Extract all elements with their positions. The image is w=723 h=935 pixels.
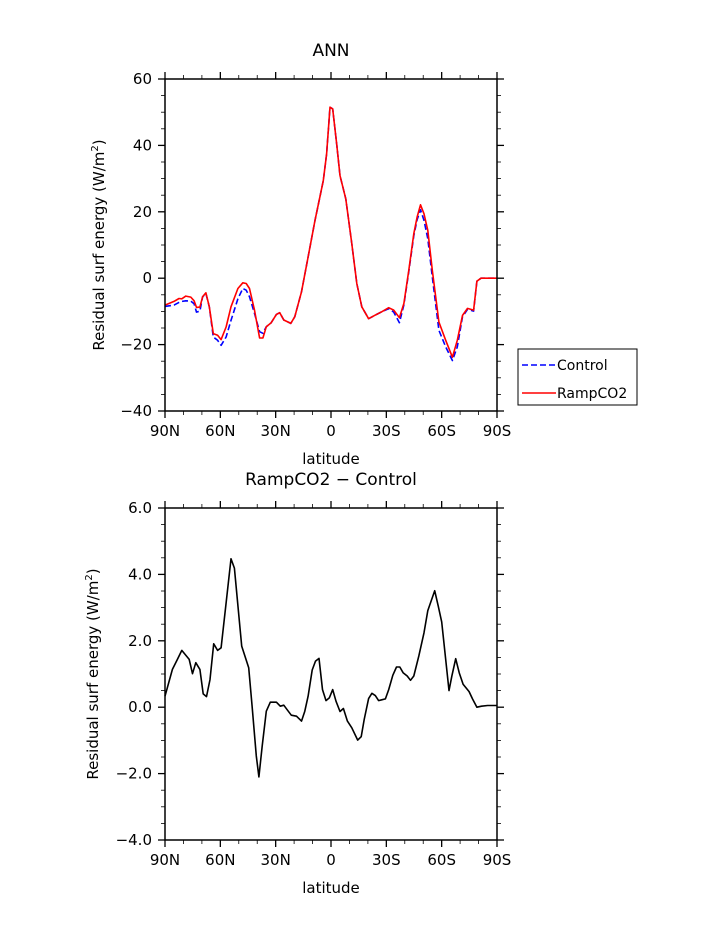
x-tick-label: 60N — [205, 422, 235, 440]
x-tick-label: 90N — [150, 851, 180, 869]
y-tick-label: 40 — [133, 136, 152, 154]
series-line-rampco2 — [164, 106, 497, 358]
y-tick-label: −20 — [120, 336, 152, 354]
x-tick-label: 90S — [483, 851, 512, 869]
x-tick-label: 90S — [483, 422, 512, 440]
x-tick-label: 30S — [372, 851, 401, 869]
y-tick-label: 60 — [133, 70, 152, 88]
plot-title: ANN — [312, 41, 349, 61]
difference-plot: RampCO2 − Control latitude Residual surf… — [84, 470, 511, 897]
y-tick-label: 2.0 — [128, 632, 152, 650]
x-tick-label: 30N — [261, 851, 291, 869]
x-axis-label: latitude — [302, 879, 360, 897]
series-line-rampco2-control — [164, 558, 497, 778]
series-line-control — [164, 106, 497, 362]
legend: Control RampCO2 — [517, 348, 638, 406]
y-tick-label: 20 — [133, 203, 152, 221]
x-tick-label: 60S — [427, 422, 456, 440]
x-tick-label: 30N — [261, 422, 291, 440]
y-tick-label: 0.0 — [128, 698, 152, 716]
legend-label-control: Control — [557, 358, 608, 374]
plot-title: RampCO2 − Control — [245, 470, 417, 490]
x-tick-label: 0 — [326, 422, 336, 440]
y-axis-label: Residual surf energy (W/m2) — [90, 139, 108, 350]
legend-box — [517, 348, 638, 406]
y-tick-label: 0 — [142, 269, 152, 287]
x-tick-label: 90N — [150, 422, 180, 440]
x-tick-label: 0 — [326, 851, 336, 869]
annual-residual-energy-plot: ANN latitude Residual surf energy (W/m2)… — [90, 41, 511, 468]
x-tick-label: 60S — [427, 851, 456, 869]
x-tick-label: 60N — [205, 851, 235, 869]
y-tick-label: −40 — [120, 402, 152, 420]
y-tick-label: 6.0 — [128, 499, 152, 517]
plot-frame — [164, 78, 498, 412]
y-tick-label: −4.0 — [116, 831, 152, 849]
y-tick-label: −2.0 — [116, 765, 152, 783]
legend-label-rampco2: RampCO2 — [557, 386, 627, 402]
x-axis-label: latitude — [302, 450, 360, 468]
y-axis-label: Residual surf energy (W/m2) — [84, 568, 102, 779]
y-tick-label: 4.0 — [128, 565, 152, 583]
x-tick-label: 30S — [372, 422, 401, 440]
